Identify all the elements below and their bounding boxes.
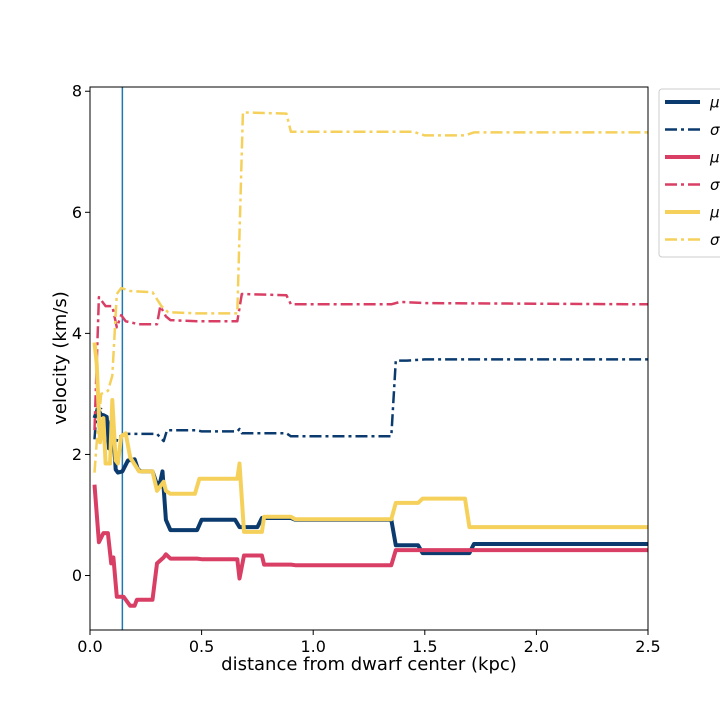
x-tick-label: 1.0 — [300, 637, 325, 656]
x-axis-label: distance from dwarf center (kpc) — [221, 654, 517, 675]
plot-frame — [89, 86, 649, 631]
x-tick-label: 1.5 — [412, 637, 437, 656]
series-line-4 — [93, 292, 648, 431]
legend-label-1: μ — [709, 94, 720, 112]
legend-label-2: σ — [710, 121, 720, 139]
x-tick-label: 0.0 — [77, 637, 102, 656]
series-line-3 — [92, 484, 648, 608]
y-tick-label: 4 — [72, 324, 82, 343]
legend-label-3: μ — [709, 149, 720, 167]
series-layer — [92, 111, 648, 608]
y-tick-label: 8 — [72, 82, 82, 101]
y-tick-label: 6 — [72, 203, 82, 222]
legend-frame — [658, 88, 720, 258]
y-tick-label: 0 — [72, 566, 82, 585]
y-tick-label: 2 — [72, 445, 82, 464]
series-line-5 — [92, 342, 648, 534]
series-line-2 — [93, 358, 648, 450]
y-axis: 0 2 4 6 8 — [72, 82, 90, 585]
y-axis-label: velocity (km/s) — [50, 291, 71, 425]
x-tick-label: 0.5 — [189, 637, 214, 656]
legend-label-4: σ — [710, 176, 720, 194]
legend-label-5: μ — [709, 204, 720, 222]
series-line-6 — [93, 111, 648, 473]
legend-label-6: σ — [710, 231, 720, 249]
x-axis: 0.0 0.5 1.0 1.5 2.0 2.5 — [77, 630, 661, 656]
x-tick-label: 2.0 — [524, 637, 549, 656]
x-tick-label: 2.5 — [635, 637, 660, 656]
